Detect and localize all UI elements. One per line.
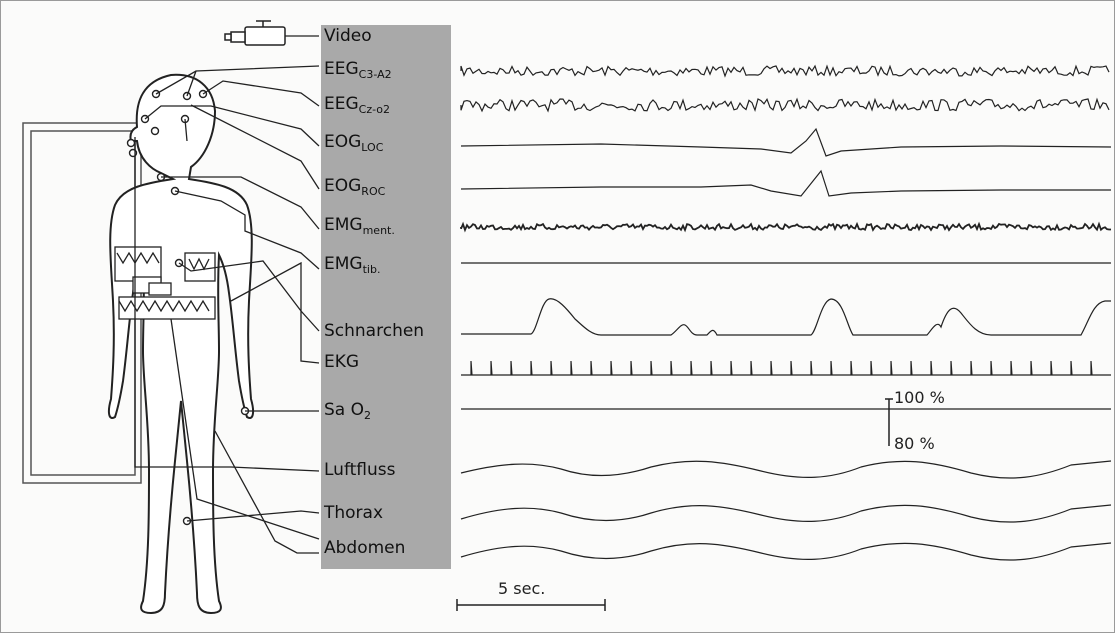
spo2-100-label: 100 % <box>894 388 945 407</box>
sensor-wires <box>134 35 320 554</box>
video-camera-icon <box>224 20 286 46</box>
trace-eog-roc <box>460 169 1111 197</box>
trace-thorax <box>460 504 1112 523</box>
trace-ekg <box>461 360 1111 376</box>
trace-airflow <box>460 460 1112 479</box>
human-body-outline <box>107 73 255 615</box>
label-video: Video <box>324 26 372 46</box>
trace-eog-loc <box>460 127 1112 157</box>
label-ekg: EKG <box>324 352 360 372</box>
channel-label-panel <box>321 25 451 569</box>
label-eeg-czo2: EEGCz-o2 <box>324 94 391 116</box>
label-thorax: Thorax <box>324 503 384 523</box>
label-luftfluss: Luftfluss <box>324 460 396 480</box>
signal-traces <box>460 64 1112 561</box>
trace-eeg-czo2 <box>460 97 1110 113</box>
trace-emg-ment <box>460 221 1111 233</box>
label-abdomen: Abdomen <box>324 538 406 558</box>
label-eog-loc: EOGLOC <box>324 132 384 154</box>
label-schnarchen: Schnarchen <box>324 321 425 341</box>
trace-abdomen <box>460 542 1112 561</box>
label-spo2: Sa O2 <box>324 400 371 422</box>
label-eog-roc: EOGROC <box>324 176 386 198</box>
trace-snoring <box>461 298 1111 336</box>
label-emg-ment: EMGment. <box>324 215 395 237</box>
trace-eeg-c3a2 <box>460 64 1110 78</box>
label-emg-tib: EMGtib. <box>324 254 381 276</box>
spo2-scale-bar <box>885 398 893 446</box>
time-scale-bar <box>456 599 606 611</box>
time-scale-label: 5 sec. <box>498 579 546 598</box>
spo2-80-label: 80 % <box>894 434 935 453</box>
label-eeg-c3a2: EEGC3-A2 <box>324 59 392 81</box>
chest-belts <box>114 246 216 320</box>
